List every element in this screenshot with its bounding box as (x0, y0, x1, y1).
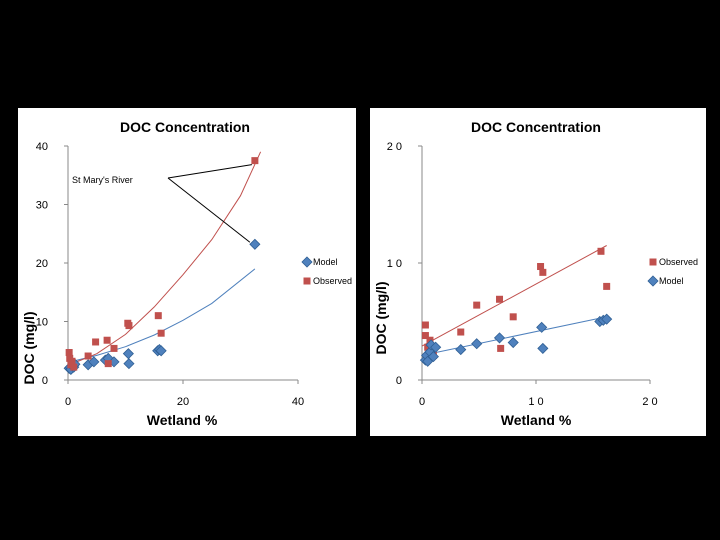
x-tick-label: 0 (65, 396, 71, 408)
annotation-callout-line (167, 164, 252, 179)
annotation-callout-line (167, 177, 251, 243)
y-tick-label: 0 (396, 375, 402, 387)
x-tick-label: 1 0 (528, 396, 543, 408)
x-axis-label: Wetland % (501, 412, 572, 428)
legend-label-model: Model (313, 257, 338, 267)
plot-area-right: 0 1 0 2 0 0 1 0 2 0 (387, 141, 658, 408)
point-observed (496, 295, 504, 303)
trendline-model (421, 316, 607, 356)
point-observed (426, 336, 434, 344)
legend-label-observed: Observed (659, 257, 698, 267)
point-observed (68, 357, 76, 365)
x-axis-label: Wetland % (147, 412, 218, 428)
chart-left-svg: DOC Concentration DOC (mg/l) Wetland % S… (21, 119, 352, 428)
point-observed (537, 263, 545, 271)
chart-panel-right: DOC Concentration DOC (mg/l) Wetland % 0… (370, 108, 706, 436)
trendline-model (67, 268, 256, 363)
legend-marker-observed (303, 277, 311, 285)
point-observed (104, 360, 112, 368)
point-model (536, 321, 548, 333)
y-tick-label: 20 (36, 258, 48, 270)
point-observed (157, 329, 165, 337)
legend-label-observed: Observed (313, 276, 352, 286)
legend-marker-model (647, 275, 659, 287)
point-observed (509, 313, 517, 321)
y-tick-label: 2 0 (387, 141, 402, 153)
point-observed (92, 338, 100, 346)
annotation-label: St Mary's River (72, 175, 133, 185)
point-observed (603, 282, 611, 290)
point-observed (457, 328, 465, 336)
trendline-observed (421, 245, 607, 347)
x-tick-label: 20 (177, 396, 189, 408)
point-observed (539, 268, 547, 276)
legend-right: Observed Model (647, 257, 698, 287)
point-observed (125, 322, 133, 330)
legend-marker-observed (649, 258, 657, 266)
point-model (249, 238, 261, 250)
x-tick-label: 2 0 (642, 396, 657, 408)
point-model (430, 341, 442, 353)
y-tick-label: 30 (36, 200, 48, 212)
chart-title: DOC Concentration (471, 119, 601, 135)
trendline-observed (67, 151, 262, 366)
point-observed (65, 349, 73, 357)
point-observed (251, 157, 259, 165)
point-observed (497, 344, 505, 352)
point-model (122, 348, 134, 360)
chart-title: DOC Concentration (120, 119, 250, 135)
y-tick-label: 0 (42, 375, 48, 387)
point-model (155, 345, 167, 357)
y-axis-label: DOC (mg/l) (373, 281, 389, 354)
point-observed (473, 301, 481, 309)
legend-label-model: Model (659, 276, 684, 286)
legend-left: Model Observed (301, 256, 352, 286)
x-tick-label: 0 (419, 396, 425, 408)
point-model (493, 332, 506, 344)
point-observed (421, 321, 429, 329)
point-model (455, 344, 467, 356)
point-model (471, 338, 483, 350)
y-tick-label: 10 (36, 317, 48, 329)
chart-panel-left: DOC Concentration DOC (mg/l) Wetland % S… (18, 108, 356, 436)
point-observed (84, 352, 92, 360)
point-observed (154, 312, 162, 320)
point-observed (597, 247, 605, 255)
plot-area-left: 0 10 20 30 40 0 20 40 (36, 141, 304, 408)
point-model (601, 313, 613, 325)
point-model (427, 351, 439, 363)
point-observed (421, 332, 429, 340)
point-observed (103, 336, 111, 344)
legend-marker-model (301, 256, 313, 268)
point-model (507, 336, 519, 349)
y-tick-label: 40 (36, 141, 48, 153)
chart-right-svg: DOC Concentration DOC (mg/l) Wetland % 0… (373, 119, 698, 428)
y-axis-label: DOC (mg/l) (21, 311, 37, 384)
point-model (537, 342, 549, 354)
point-observed (70, 363, 78, 371)
y-tick-label: 1 0 (387, 258, 402, 270)
point-model (123, 358, 135, 370)
point-observed (424, 343, 432, 351)
point-observed (110, 344, 118, 352)
x-tick-label: 40 (292, 396, 304, 408)
